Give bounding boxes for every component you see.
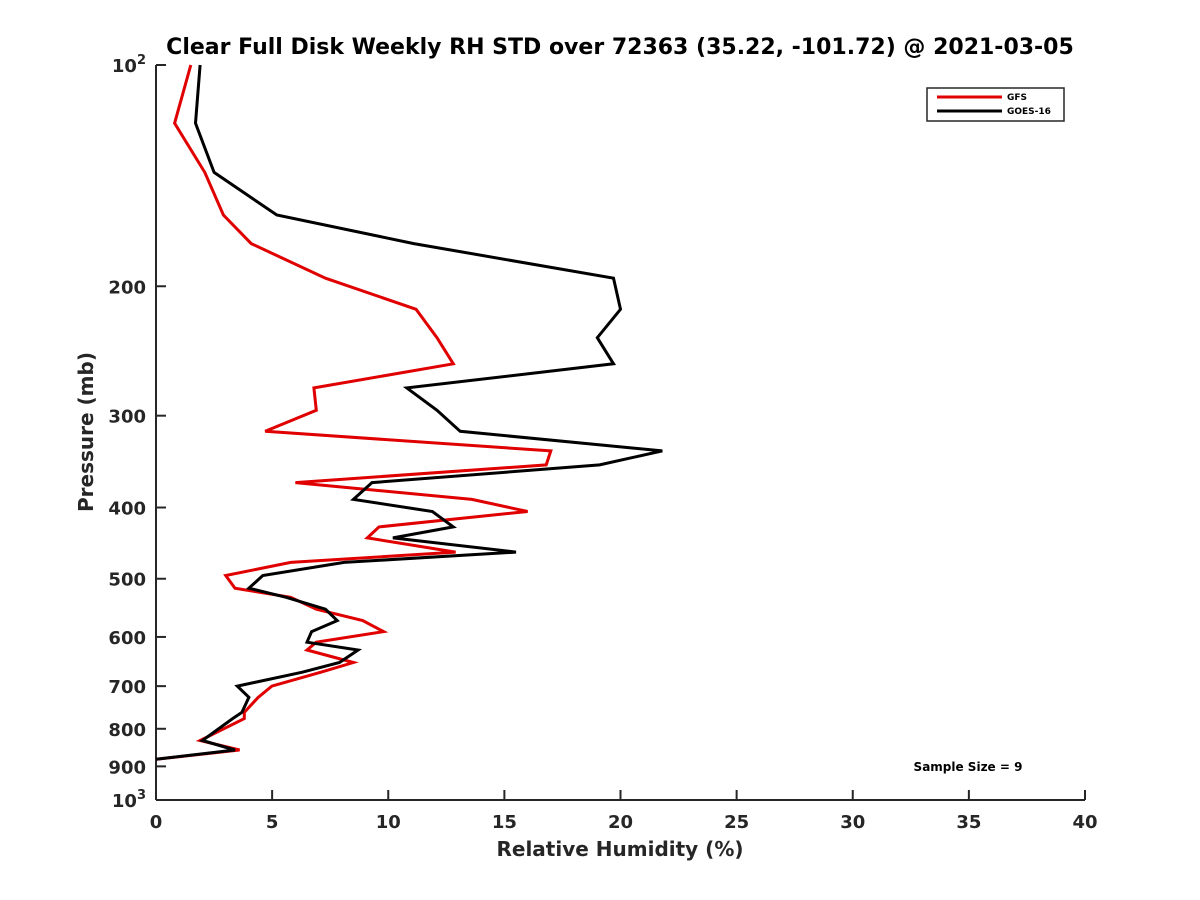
legend: GFS GOES-16	[926, 87, 1065, 122]
x-axis-label: Relative Humidity (%)	[496, 837, 743, 861]
y-tick-label: 900	[108, 757, 146, 778]
x-tick-label: 5	[266, 812, 279, 833]
legend-label: GFS	[1007, 93, 1027, 103]
x-tick-label: 35	[956, 812, 981, 833]
y-tick-label: 400	[108, 499, 146, 520]
y-tick-label: 800	[108, 720, 146, 741]
x-tick-label: 10	[376, 812, 401, 833]
y-tick-label: 700	[108, 677, 146, 698]
y-tick-label: 300	[108, 407, 146, 428]
y-tick-label: 500	[108, 570, 146, 591]
series-line-goes-16	[155, 64, 663, 761]
x-ticks: 0 5 10 15 20 25 30 35 40	[150, 790, 1098, 833]
x-tick-label: 30	[840, 812, 865, 833]
x-tick-label: 20	[608, 812, 633, 833]
y-axis-label: Pressure (mb)	[74, 352, 98, 512]
y-tick-label: 600	[108, 628, 146, 649]
series-line-gfs	[155, 64, 553, 761]
legend-label: GOES-16	[1007, 107, 1051, 117]
y-ticks: 102 200 300 400 500 600 700 800 900 103	[108, 53, 166, 812]
x-tick-label: 15	[492, 812, 517, 833]
chart-title: Clear Full Disk Weekly RH STD over 72363…	[166, 35, 1074, 60]
x-tick-label: 0	[150, 812, 163, 833]
x-tick-label: 40	[1072, 812, 1097, 833]
y-tick-label: 103	[112, 788, 146, 812]
legend-box	[926, 87, 1065, 122]
y-tick-label: 200	[108, 277, 146, 298]
sample-size-annotation: Sample Size = 9	[914, 760, 1023, 774]
x-tick-label: 25	[724, 812, 749, 833]
y-tick-label: 102	[112, 53, 146, 77]
series-layer	[155, 64, 663, 761]
